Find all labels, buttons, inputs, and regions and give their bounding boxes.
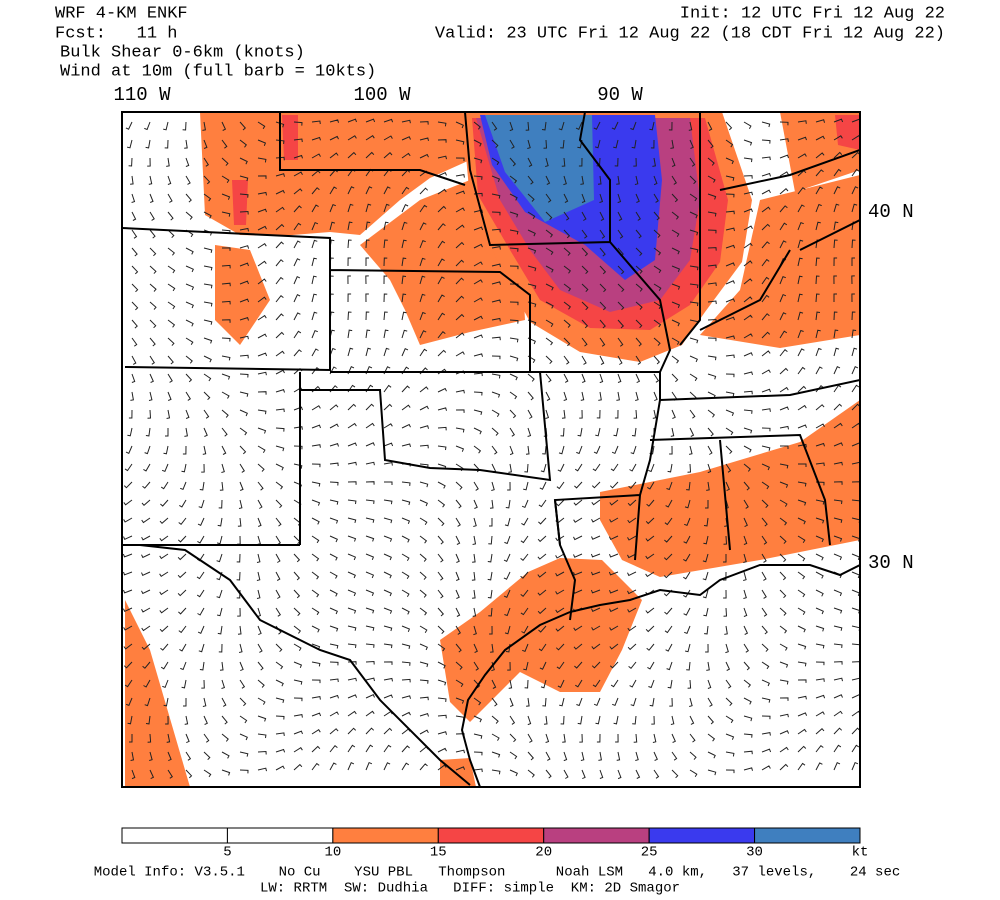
shear-field — [122, 112, 860, 787]
shear-area — [700, 175, 860, 348]
colorbar-bin — [543, 827, 650, 844]
shear-area — [200, 112, 470, 236]
shear-area — [440, 758, 476, 787]
texas-border — [139, 390, 577, 786]
shear-area — [125, 600, 190, 787]
shear-area — [600, 400, 860, 577]
colorbar-bin — [226, 827, 334, 844]
init-time: Init: 12 UTC Fri 12 Aug 22 — [680, 4, 945, 23]
lon-label: 90 W — [597, 84, 643, 106]
colorbar-label: 10 — [324, 845, 341, 861]
field-title: Bulk Shear 0-6km (knots) — [60, 43, 305, 62]
shear-area — [835, 115, 860, 150]
colorbar: 5 10 15 20 25 30 kt — [121, 827, 869, 861]
colorbar-bin — [121, 827, 228, 844]
boundaries — [122, 112, 860, 787]
lon-label: 110 W — [113, 84, 171, 106]
colorbar-unit: kt — [852, 845, 869, 861]
shear-area — [215, 245, 270, 345]
colorbar-label: 5 — [223, 845, 231, 861]
shear-shading — [125, 112, 860, 787]
colorbar-label: 20 — [535, 845, 552, 861]
shear-area — [282, 115, 298, 160]
footer-line: LW: RRTM SW: Dudhia DIFF: simple KM: 2D … — [260, 881, 680, 897]
colorbar-bin — [648, 827, 756, 844]
wind-title: Wind at 10m (full barb = 10kts) — [60, 62, 376, 81]
colorbar-bin — [754, 827, 861, 844]
colorbar-label: 25 — [641, 845, 658, 861]
shear-area — [440, 558, 642, 722]
model-name: WRF 4-KM ENKF — [55, 4, 188, 23]
valid-time: Valid: 23 UTC Fri 12 Aug 22 (18 CDT Fri … — [435, 24, 945, 43]
footer-line: Model Info: V3.5.1 No Cu YSU PBL Thompso… — [94, 865, 901, 881]
colorbar-bin — [437, 827, 545, 844]
lat-label: 30 N — [868, 552, 914, 574]
colorbar-label: 15 — [430, 845, 447, 861]
forecast-hour: Fcst: 11 h — [55, 24, 177, 43]
coastline — [460, 564, 860, 787]
wind-barbs — [122, 118, 860, 780]
lon-label: 100 W — [353, 84, 411, 106]
state-lines — [122, 112, 860, 561]
lat-label: 40 N — [868, 201, 914, 223]
shear-area — [485, 115, 594, 222]
colorbar-label: 30 — [746, 845, 763, 861]
shear-area — [232, 180, 248, 225]
map-frame — [121, 111, 861, 788]
colorbar-bin — [332, 827, 439, 844]
